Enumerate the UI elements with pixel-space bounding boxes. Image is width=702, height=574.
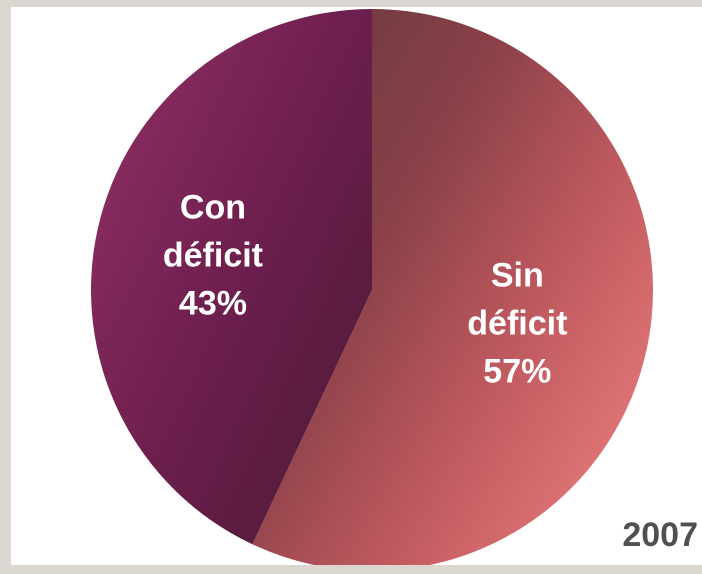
pie-labels: Sin déficit 57% Con déficit 43%: [163, 188, 568, 390]
year-label: 2007: [622, 516, 698, 554]
pie-chart: Sin déficit 57% Con déficit 43%: [91, 9, 654, 565]
pie-slice-con-d-ficit: [91, 9, 373, 545]
chart-frame: Sin déficit 57% Con déficit 43% 2007: [11, 7, 702, 565]
pie-slices: [91, 9, 654, 565]
slice-label-line: 43%: [179, 284, 247, 322]
pie-slice-sin-d-ficit: [252, 9, 654, 565]
slice-label-line: Con: [180, 188, 246, 226]
slice-label-line: 57%: [483, 352, 551, 390]
slice-label-con-d-ficit: Con déficit 43%: [163, 188, 263, 322]
slice-label-line: Sin: [491, 256, 544, 294]
slice-label-line: déficit: [467, 304, 567, 342]
slice-label-line: déficit: [163, 236, 263, 274]
slice-label-sin-d-ficit: Sin déficit 57%: [467, 256, 567, 390]
